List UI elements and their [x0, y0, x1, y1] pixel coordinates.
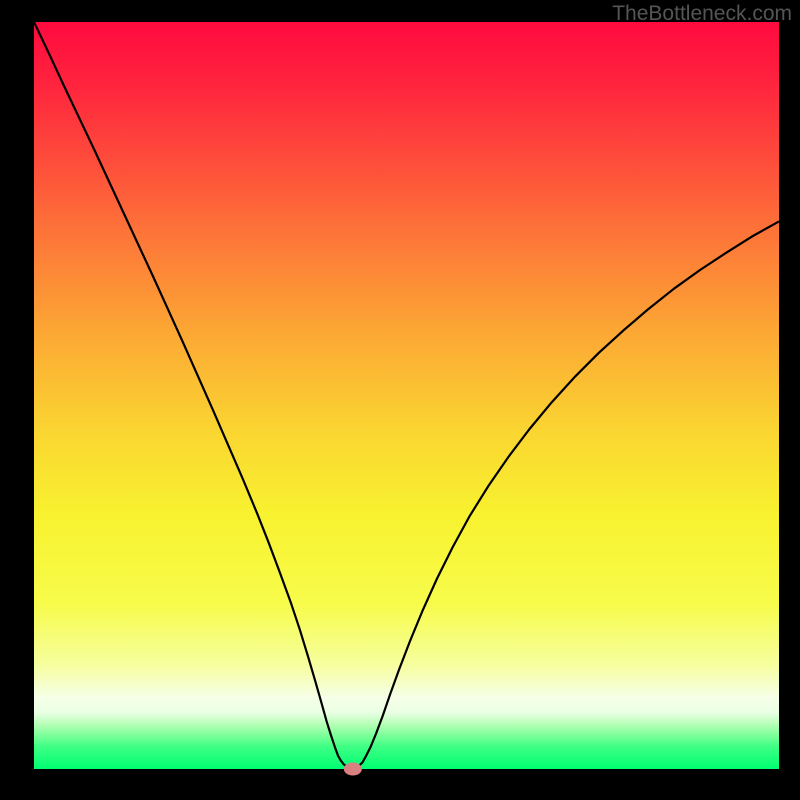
min-marker — [344, 763, 362, 776]
plot-area — [34, 22, 779, 769]
bottleneck-chart: TheBottleneck.com — [0, 0, 800, 800]
chart-svg — [0, 0, 800, 800]
